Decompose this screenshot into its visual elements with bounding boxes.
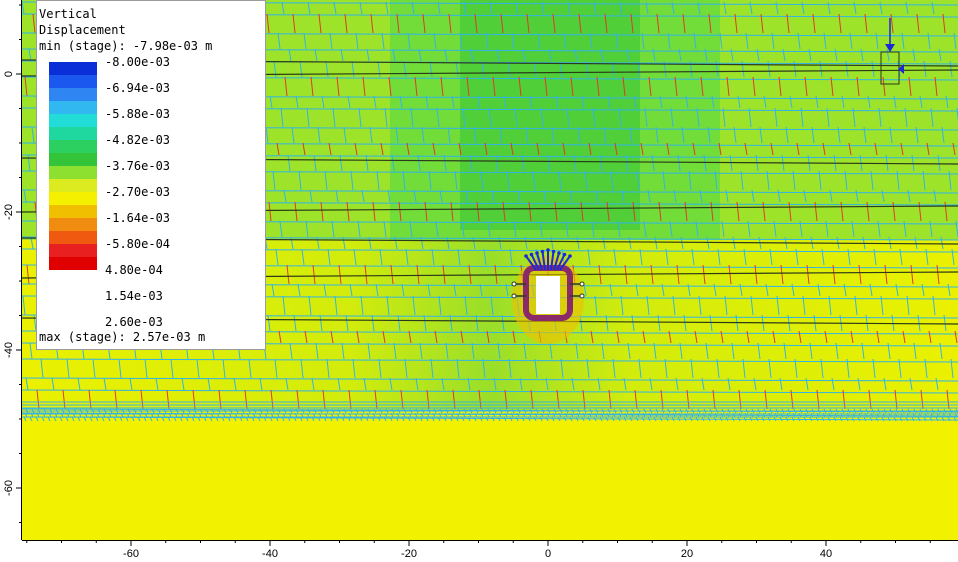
y-tick-label: -20 bbox=[3, 204, 15, 220]
x-tick-label: 0 bbox=[545, 548, 551, 560]
y-tick-label: 0 bbox=[3, 71, 15, 77]
rock-bolts bbox=[511, 248, 585, 299]
color-swatch bbox=[49, 127, 97, 140]
y-axis: 0 -20 -40 -60 bbox=[3, 4, 22, 523]
scale-label: 1.54e-03 bbox=[105, 289, 163, 303]
color-swatch bbox=[49, 244, 97, 257]
color-swatch bbox=[49, 140, 97, 153]
color-swatch bbox=[49, 101, 97, 114]
legend-min-text: min (stage): -7.98e-03 m bbox=[39, 39, 213, 53]
color-swatch bbox=[49, 88, 97, 101]
scale-label: -3.76e-03 bbox=[105, 159, 171, 173]
color-swatch bbox=[49, 179, 97, 192]
scale-label: -1.64e-03 bbox=[105, 211, 171, 225]
scale-label: -5.88e-03 bbox=[105, 107, 171, 121]
legend-title-line1: Vertical bbox=[39, 7, 97, 21]
legend-max-text: max (stage): 2.57e-03 m bbox=[39, 330, 206, 344]
tunnel-core bbox=[536, 276, 560, 314]
x-tick-label: -60 bbox=[123, 548, 139, 560]
y-tick-label: -60 bbox=[3, 480, 15, 496]
color-swatch bbox=[49, 205, 97, 218]
x-tick-label: 20 bbox=[681, 548, 693, 560]
color-swatch bbox=[49, 192, 97, 205]
scale-label: -6.94e-03 bbox=[105, 81, 171, 95]
scale-label: -8.00e-03 bbox=[105, 55, 171, 69]
y-axis-strip bbox=[0, 0, 22, 540]
scale-label: -2.70e-03 bbox=[105, 185, 171, 199]
color-swatch bbox=[49, 114, 97, 127]
color-swatch bbox=[49, 166, 97, 179]
scale-label: -4.82e-03 bbox=[105, 133, 171, 147]
tunnel-excavation[interactable] bbox=[511, 248, 585, 344]
color-swatch bbox=[49, 218, 97, 231]
lower-zone bbox=[22, 420, 958, 540]
x-axis-strip bbox=[0, 540, 958, 562]
x-tick-label: -20 bbox=[401, 548, 417, 560]
legend-title-line2: Displacement bbox=[39, 23, 126, 37]
load-box bbox=[880, 51, 900, 85]
legend-panel: Vertical Displacement min (stage): -7.98… bbox=[36, 0, 266, 350]
color-swatch bbox=[49, 62, 97, 75]
x-tick-label: -40 bbox=[262, 548, 278, 560]
color-swatch bbox=[49, 153, 97, 166]
scale-label: 4.80e-04 bbox=[105, 263, 163, 277]
load-marker[interactable] bbox=[880, 18, 904, 85]
color-swatch bbox=[49, 75, 97, 88]
scale-label: 2.60e-03 bbox=[105, 315, 163, 329]
scale-label: -5.80e-04 bbox=[105, 237, 171, 251]
x-tick-label: 40 bbox=[820, 548, 832, 560]
color-swatch bbox=[49, 257, 97, 270]
color-scale bbox=[49, 62, 97, 270]
y-tick-label: -40 bbox=[3, 342, 15, 358]
color-swatch bbox=[49, 231, 97, 244]
x-axis: -60 -40 -20 0 20 40 bbox=[26, 540, 931, 560]
